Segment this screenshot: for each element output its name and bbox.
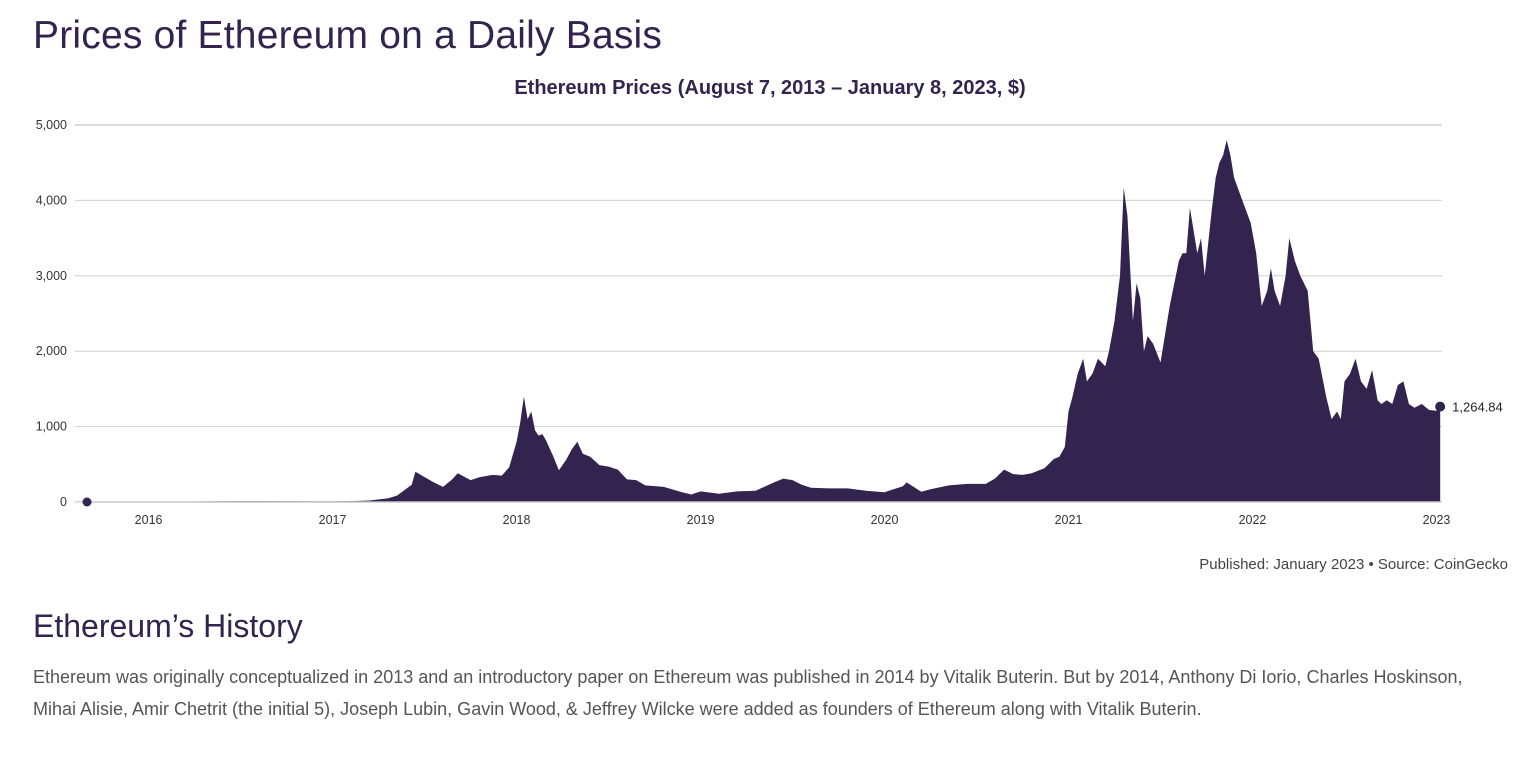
x-tick-label: 2023 bbox=[1423, 513, 1451, 527]
page-title: Prices of Ethereum on a Daily Basis bbox=[33, 14, 663, 57]
section-title: Ethereum’s History bbox=[33, 608, 303, 644]
y-tick-label: 0 bbox=[60, 495, 67, 509]
chart-footnote: Published: January 2023 • Source: CoinGe… bbox=[1199, 556, 1508, 573]
x-tick-label: 2018 bbox=[503, 513, 531, 527]
y-tick-label: 1,000 bbox=[36, 420, 67, 434]
x-axis-labels: 2016 2017 2018 2019 2020 2021 2022 2023 bbox=[135, 513, 1451, 527]
x-tick-label: 2017 bbox=[319, 513, 347, 527]
x-tick-label: 2020 bbox=[871, 513, 899, 527]
x-tick-label: 2019 bbox=[687, 513, 715, 527]
y-axis-labels: 0 1,000 2,000 3,000 4,000 5,000 bbox=[36, 118, 67, 509]
x-tick-label: 2016 bbox=[135, 513, 163, 527]
price-area bbox=[75, 140, 1441, 502]
y-tick-label: 3,000 bbox=[36, 269, 67, 283]
x-tick-label: 2021 bbox=[1055, 513, 1083, 527]
y-tick-label: 2,000 bbox=[36, 344, 67, 358]
end-value-label: 1,264.84 bbox=[1452, 400, 1503, 415]
end-point[interactable] bbox=[1435, 401, 1446, 412]
y-tick-label: 5,000 bbox=[36, 118, 67, 132]
y-tick-label: 4,000 bbox=[36, 193, 67, 207]
body-paragraph: Ethereum was originally conceptualized i… bbox=[33, 667, 1463, 719]
chart-title: Ethereum Prices (August 7, 2013 – Januar… bbox=[514, 77, 1026, 99]
x-tick-label: 2022 bbox=[1239, 513, 1267, 527]
start-point[interactable] bbox=[82, 497, 92, 507]
